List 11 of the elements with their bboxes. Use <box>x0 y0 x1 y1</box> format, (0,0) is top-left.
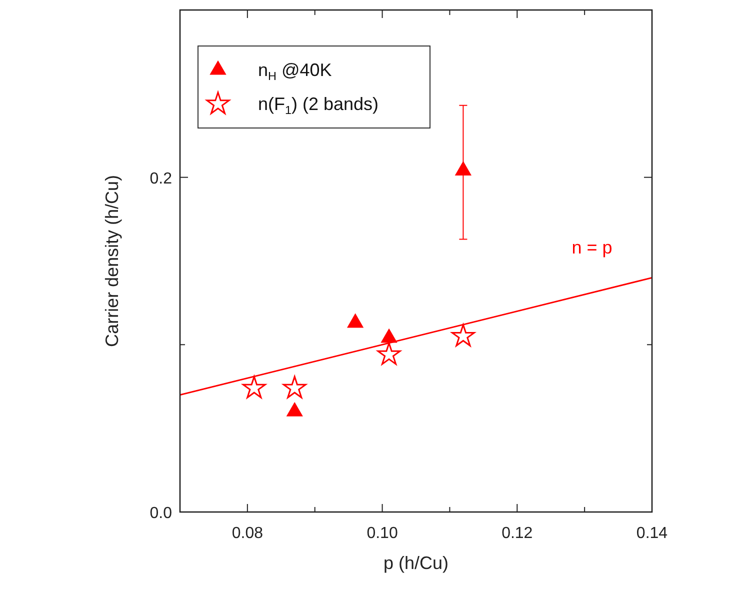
y-axis-title: Carrier density (h/Cu) <box>102 174 122 348</box>
x-tick-label: 0.14 <box>636 525 668 542</box>
y-tick-label: 0.2 <box>150 170 172 188</box>
legend-label: n(F$_{1}$) (2 bands) <box>258 94 379 117</box>
legend-label: n$_{H}$ @40K <box>258 60 332 83</box>
annotation: n = p <box>572 237 612 258</box>
y-tick-label: 0.0 <box>150 505 172 522</box>
x-axis-title: p (h/Cu) <box>383 553 449 573</box>
x-tick-label: 0.10 <box>366 525 398 542</box>
x-tick-label: 0.08 <box>232 525 264 542</box>
x-tick-label: 0.12 <box>502 525 533 542</box>
